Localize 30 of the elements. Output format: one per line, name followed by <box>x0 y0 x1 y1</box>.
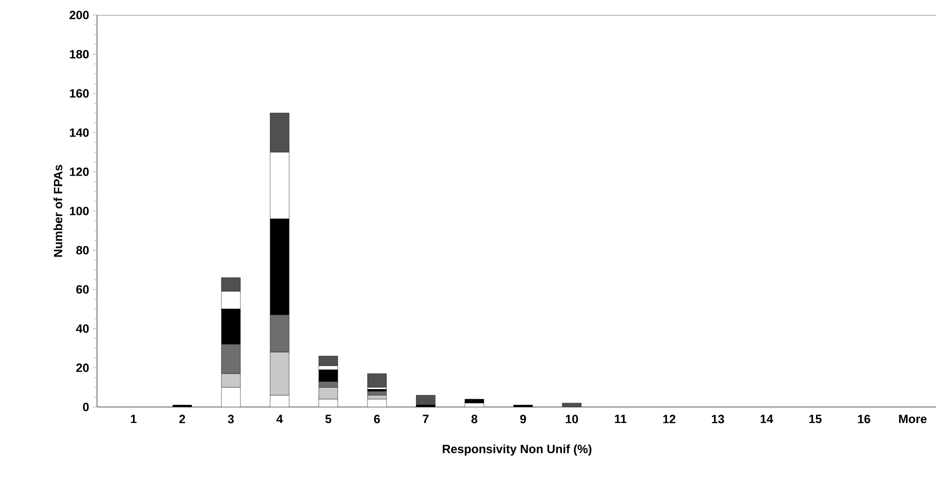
x-axis-title: Responsivity Non Unif (%) <box>442 444 592 456</box>
x-tick-label: More <box>899 414 927 424</box>
y-tick-label: 100 <box>70 206 89 216</box>
x-tick-label: 11 <box>614 414 626 424</box>
x-tick-label: 16 <box>858 414 870 424</box>
x-tick-label: 8 <box>471 414 478 424</box>
x-tick-label: 14 <box>760 414 774 424</box>
y-tick-label: 180 <box>70 50 89 58</box>
x-tick-label: 13 <box>712 414 724 424</box>
y-tick-label: 200 <box>70 10 89 20</box>
y-tick-label: 160 <box>70 89 89 98</box>
x-tick-label: 1 <box>130 414 137 424</box>
x-tick-label: 10 <box>566 414 578 424</box>
x-tick-label: 12 <box>663 414 676 424</box>
y-tick-label: 60 <box>76 285 89 294</box>
y-tick-label: 0 <box>83 402 89 412</box>
x-tick-label: 6 <box>374 414 380 424</box>
x-tick-label: 2 <box>179 414 186 424</box>
y-tick-label: 120 <box>70 168 89 176</box>
x-tick-label: 3 <box>228 414 234 424</box>
x-tick-label: 5 <box>325 414 332 424</box>
y-tick-label: 20 <box>76 364 89 372</box>
y-axis-title: Number of FPAs <box>54 164 62 257</box>
y-tick-label: 80 <box>76 246 89 254</box>
y-tick-label: 40 <box>76 324 89 333</box>
y-tick-label: 140 <box>70 128 89 137</box>
x-tick-label: 9 <box>520 414 526 424</box>
x-tick-label: 7 <box>422 414 429 424</box>
x-tick-label: 15 <box>809 414 822 424</box>
x-tick-label: 4 <box>276 414 283 424</box>
